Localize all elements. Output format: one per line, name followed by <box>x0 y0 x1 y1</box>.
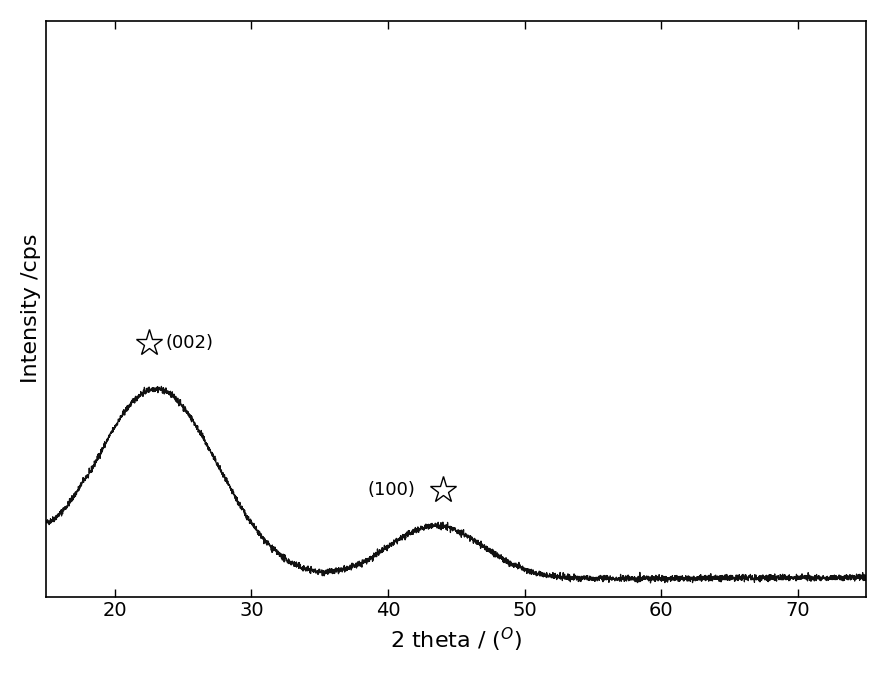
Text: (002): (002) <box>165 333 213 352</box>
Text: (100): (100) <box>367 481 415 499</box>
X-axis label: 2 theta / ($^O$): 2 theta / ($^O$) <box>390 626 522 654</box>
Y-axis label: Intensity /cps: Intensity /cps <box>20 234 41 383</box>
